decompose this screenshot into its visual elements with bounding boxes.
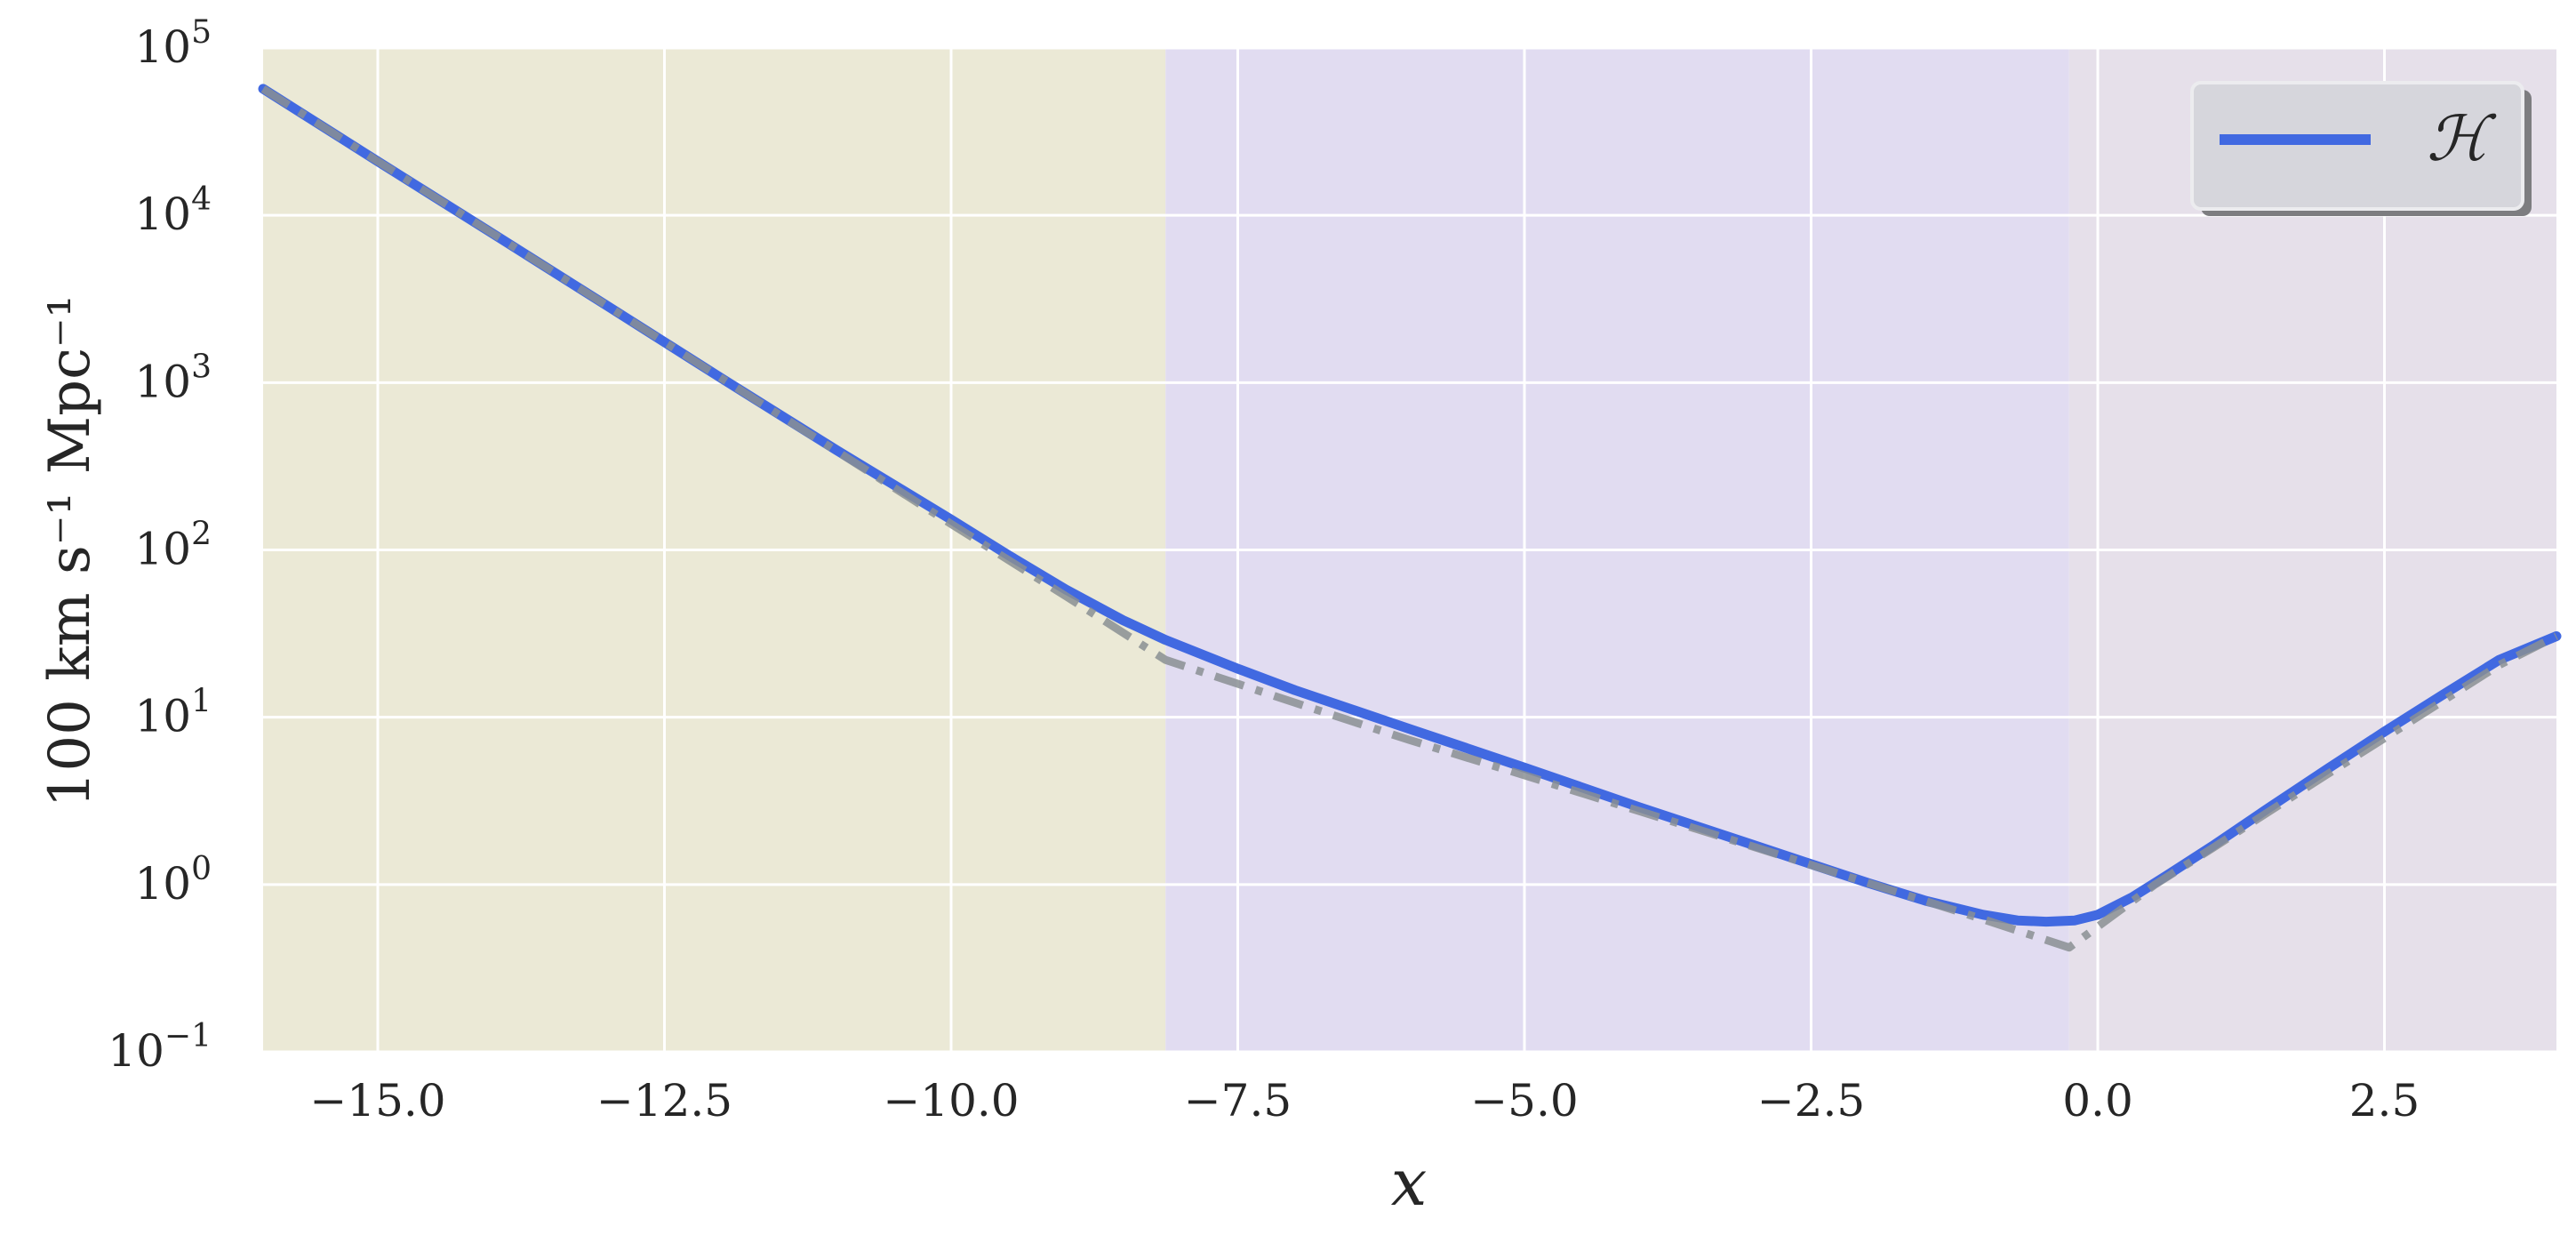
y-tick-label: 101: [134, 684, 212, 742]
series-line-approximation: [260, 85, 2559, 952]
y-tick-label: 100: [134, 851, 212, 910]
y-tick-label: 102: [134, 517, 212, 575]
x-tick-label: −12.5: [596, 1075, 732, 1127]
y-axis-label: 100 km s⁻¹ Mpc⁻¹: [37, 295, 103, 808]
x-tick-label: −15.0: [309, 1075, 445, 1127]
x-tick-label: −5.0: [1470, 1075, 1578, 1127]
x-tick-label: 2.5: [2349, 1075, 2420, 1127]
x-axis-label: x: [1391, 1145, 1428, 1220]
grid-lines: [263, 46, 2556, 1054]
y-tick-label: 105: [134, 14, 212, 73]
legend-box: [2190, 81, 2524, 211]
legend: ℋ: [2190, 81, 2532, 216]
x-tick-label: −7.5: [1184, 1075, 1292, 1127]
x-tick-label: −10.0: [883, 1075, 1019, 1127]
series-layer: [258, 84, 2562, 952]
legend-label: ℋ: [2427, 102, 2497, 175]
y-tick-labels: 10−1 100 101 102 103 104 105: [108, 14, 212, 1077]
y-tick-label: 104: [134, 181, 212, 240]
y-tick-label: 10−1: [108, 1018, 212, 1077]
x-tick-labels: −15.0 −12.5 −10.0 −7.5 −5.0 −2.5 0.0 2.5: [309, 1075, 2420, 1127]
y-tick-label: 103: [134, 349, 212, 407]
x-tick-label: −2.5: [1757, 1075, 1865, 1127]
x-tick-label: 0.0: [2062, 1075, 2133, 1127]
